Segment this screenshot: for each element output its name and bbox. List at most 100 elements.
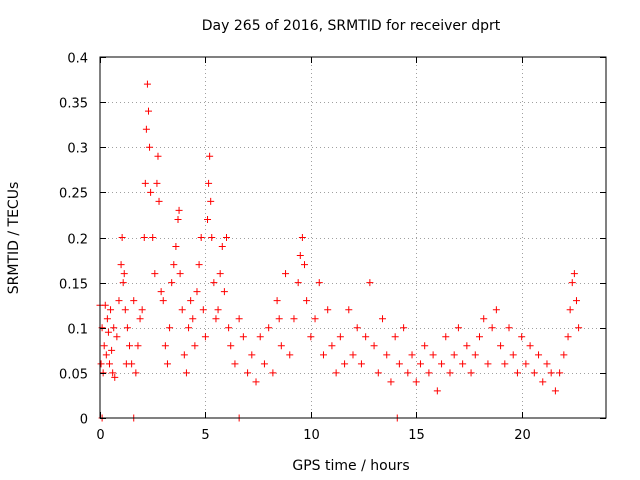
- data-point: [497, 342, 505, 350]
- data-point: [556, 369, 564, 377]
- data-point: [130, 297, 138, 305]
- data-point: [201, 333, 209, 341]
- data-point: [256, 333, 264, 341]
- data-point: [328, 342, 336, 350]
- y-axis-label: SRMTID / TECUs: [6, 182, 22, 295]
- data-point: [218, 243, 226, 251]
- data-point: [505, 324, 513, 332]
- data-point: [208, 234, 216, 241]
- data-point: [193, 288, 201, 296]
- data-point: [341, 360, 349, 368]
- data-point: [119, 279, 127, 287]
- data-point: [535, 351, 543, 359]
- data-point: [235, 315, 243, 323]
- data-point: [332, 369, 340, 377]
- x-axis-ticks: 0 5 10 15 20: [96, 57, 531, 443]
- data-point: [412, 378, 420, 386]
- data-point: [463, 342, 471, 350]
- data-point: [147, 188, 155, 196]
- x-tick-label: 20: [514, 428, 531, 443]
- data-point: [543, 360, 551, 368]
- data-point: [123, 324, 131, 332]
- data-point: [311, 315, 319, 323]
- data-point: [107, 306, 115, 314]
- data-point: [513, 369, 521, 377]
- data-point: [442, 333, 450, 341]
- data-point: [298, 234, 306, 241]
- data-point: [161, 342, 169, 350]
- data-point: [195, 261, 203, 269]
- data-point: [286, 351, 294, 359]
- data-point: [387, 378, 395, 386]
- data-point: [319, 351, 327, 359]
- data-point: [225, 324, 233, 332]
- data-point: [111, 373, 119, 381]
- data-point: [103, 315, 111, 323]
- data-point: [366, 279, 374, 287]
- y-tick-label: 0.15: [59, 278, 88, 293]
- data-point: [282, 270, 290, 278]
- data-point: [488, 324, 496, 332]
- data-point: [303, 297, 311, 305]
- data-point: [102, 351, 110, 359]
- data-point: [191, 342, 199, 350]
- data-point: [260, 360, 268, 368]
- data-point: [357, 360, 365, 368]
- data-point: [120, 270, 128, 278]
- data-point: [143, 80, 151, 88]
- data-point: [416, 360, 424, 368]
- data-point: [141, 179, 149, 187]
- data-point: [296, 252, 304, 260]
- data-point: [404, 369, 412, 377]
- data-point: [275, 315, 283, 323]
- data-point: [471, 351, 479, 359]
- data-point: [170, 261, 178, 269]
- data-point: [572, 297, 580, 305]
- data-point: [157, 288, 165, 296]
- data-point: [307, 333, 315, 341]
- data-point: [446, 369, 454, 377]
- data-point: [100, 342, 108, 350]
- data-point: [294, 279, 302, 287]
- data-point: [212, 315, 220, 323]
- data-point: [438, 360, 446, 368]
- data-point: [117, 261, 125, 269]
- plot-frame: [99, 56, 607, 419]
- data-point: [189, 315, 197, 323]
- data-point: [391, 333, 399, 341]
- data-point: [239, 333, 247, 341]
- data-point: [575, 324, 583, 332]
- data-point: [509, 351, 517, 359]
- data-point: [151, 270, 159, 278]
- x-axis-label: GPS time / hours: [292, 458, 409, 474]
- data-point: [109, 369, 117, 377]
- data-point: [113, 333, 121, 341]
- data-point: [168, 279, 176, 287]
- data-point: [187, 297, 195, 305]
- data-point: [492, 306, 500, 314]
- y-tick-label: 0.05: [59, 368, 88, 383]
- y-tick-label: 0.25: [59, 187, 88, 202]
- data-point: [126, 342, 134, 350]
- data-point: [336, 333, 344, 341]
- data-point: [175, 206, 183, 214]
- data-point: [301, 261, 309, 269]
- data-point: [178, 306, 186, 314]
- data-point: [231, 360, 239, 368]
- data-point: [140, 234, 148, 241]
- data-point: [383, 351, 391, 359]
- data-point: [539, 378, 547, 386]
- data-point: [290, 315, 298, 323]
- data-point: [530, 369, 538, 377]
- data-point: [182, 369, 190, 377]
- x-tick-label: 15: [408, 428, 425, 443]
- y-tick-label: 0.35: [59, 97, 88, 112]
- data-point: [277, 342, 285, 350]
- data-point: [476, 333, 483, 341]
- data-point: [154, 152, 162, 160]
- data-point: [220, 288, 228, 296]
- data-point: [421, 342, 429, 350]
- data-point: [522, 360, 530, 368]
- data-point: [155, 197, 163, 205]
